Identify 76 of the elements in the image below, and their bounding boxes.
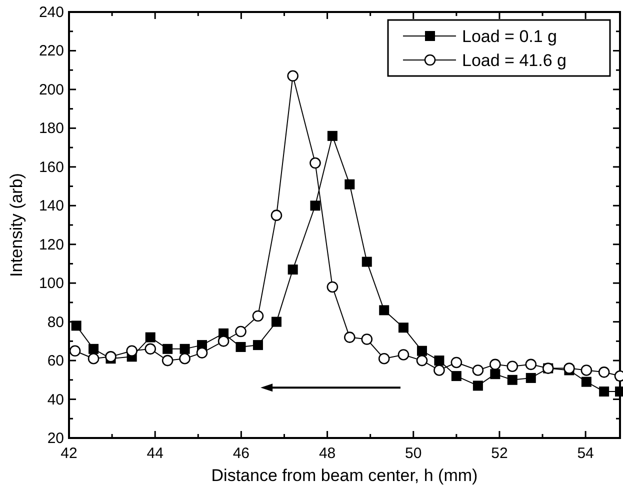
point xyxy=(179,352,190,364)
point xyxy=(310,200,320,211)
point xyxy=(362,256,372,267)
legend-label: Load = 41.6 g xyxy=(462,51,566,70)
point xyxy=(472,380,483,391)
point xyxy=(144,343,156,355)
x-tick-label: 42 xyxy=(60,445,78,462)
point xyxy=(564,362,575,374)
point xyxy=(236,342,246,352)
x-tick-label: 48 xyxy=(318,445,336,462)
point xyxy=(270,210,282,221)
point xyxy=(506,360,518,372)
x-tick-label: 50 xyxy=(405,445,422,462)
point xyxy=(526,372,536,383)
point xyxy=(450,356,462,368)
point xyxy=(88,352,100,364)
point xyxy=(71,320,82,331)
y-tick-label: 160 xyxy=(38,158,64,176)
y-tick-label: 20 xyxy=(47,430,64,447)
point xyxy=(288,264,298,275)
point xyxy=(327,130,338,141)
y-tick-label: 80 xyxy=(47,314,64,331)
x-axis-title: Distance from beam center, h (mm) xyxy=(211,466,478,485)
point xyxy=(145,332,156,342)
point xyxy=(69,345,81,357)
point xyxy=(310,157,321,169)
point xyxy=(344,332,356,343)
point xyxy=(326,281,338,293)
point xyxy=(599,386,610,397)
y-axis-title: Intensity (arb) xyxy=(7,173,26,277)
point xyxy=(434,356,444,366)
point xyxy=(598,366,610,378)
point xyxy=(162,354,174,366)
point xyxy=(105,351,116,362)
point xyxy=(218,336,230,347)
point xyxy=(472,364,484,376)
point xyxy=(434,364,445,376)
y-tick-label: 60 xyxy=(47,352,64,370)
point xyxy=(451,371,462,382)
point xyxy=(235,326,246,338)
y-tick-label: 220 xyxy=(38,42,64,60)
point xyxy=(287,70,298,82)
point xyxy=(196,347,208,358)
x-tick-label: 44 xyxy=(146,445,164,462)
y-tick-label: 140 xyxy=(38,198,64,215)
point xyxy=(580,364,592,376)
y-tick-label: 240 xyxy=(38,4,64,21)
point xyxy=(252,310,264,322)
point xyxy=(416,354,428,366)
legend-label: Load = 0.1 g xyxy=(462,27,558,46)
point xyxy=(416,346,427,356)
point xyxy=(398,349,410,360)
point xyxy=(344,179,355,190)
point xyxy=(88,344,99,354)
point xyxy=(252,340,263,350)
point xyxy=(361,334,373,345)
point xyxy=(379,305,390,316)
y-tick-label: 200 xyxy=(38,81,64,98)
y-tick-label: 40 xyxy=(47,391,64,408)
point xyxy=(126,345,138,357)
point xyxy=(490,369,500,380)
x-tick-label: 52 xyxy=(491,445,508,462)
point xyxy=(180,344,190,354)
x-tick-label: 54 xyxy=(577,445,594,462)
point xyxy=(162,344,173,354)
y-tick-label: 120 xyxy=(38,236,64,254)
point xyxy=(378,352,390,364)
point xyxy=(581,376,592,387)
point xyxy=(525,358,537,370)
point xyxy=(507,374,518,385)
point xyxy=(398,322,408,333)
x-tick-label: 46 xyxy=(232,445,250,462)
point xyxy=(271,316,282,327)
point xyxy=(490,358,501,370)
y-tick-label: 100 xyxy=(38,275,64,292)
y-tick-label: 180 xyxy=(38,120,64,138)
